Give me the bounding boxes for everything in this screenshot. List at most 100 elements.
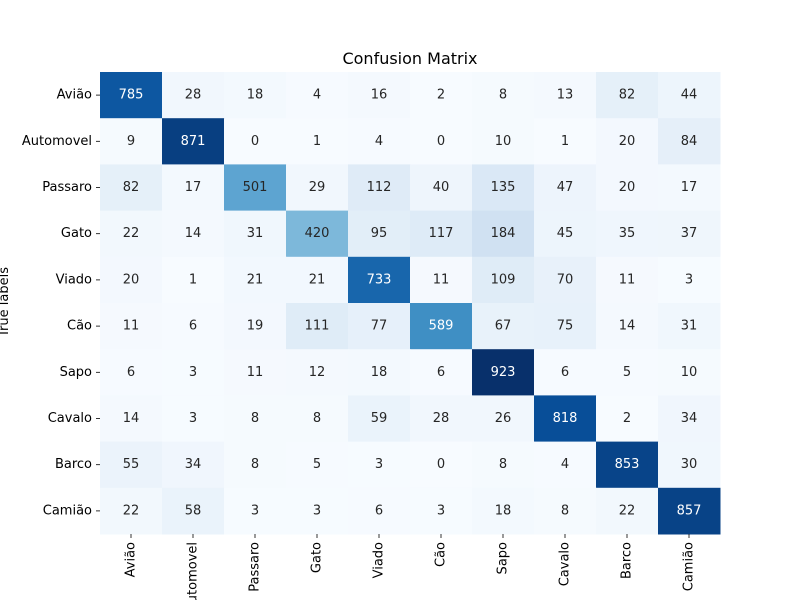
cell-value-label: 109 [491, 272, 516, 287]
heatmap-cell [100, 164, 163, 212]
heatmap-cell [162, 441, 225, 489]
cell-value-label: 117 [429, 226, 454, 241]
heatmap-cell [286, 164, 349, 212]
heatmap-cell [534, 303, 597, 350]
heatmap-cell [162, 303, 225, 350]
cell-value-label: 3 [437, 503, 445, 518]
cell-value-label: 34 [681, 411, 698, 426]
cell-value-label: 31 [681, 319, 698, 334]
x-tick-label: Cavalo [558, 542, 573, 586]
x-tick-labels: Avião Automovel Passaro Gato Viado Cão Sapo Cav… [124, 534, 697, 600]
heatmap-cell [534, 72, 597, 119]
cell-value-label: 733 [367, 272, 392, 287]
cell-value-label: 10 [495, 134, 512, 149]
heatmap-cell [658, 72, 721, 119]
cell-value-label: 8 [313, 411, 321, 426]
cell-value-label: 29 [309, 180, 326, 195]
heatmap-cell [224, 303, 287, 350]
y-axis-label: True labels [0, 267, 12, 338]
y-tick-label: Sapo [60, 365, 92, 380]
cell-value-label: 135 [491, 180, 516, 195]
y-tick-labels: Avião Automovel Passaro Gato Viado Cão Sapo Cav… [22, 88, 100, 518]
cell-value-label: 17 [185, 180, 202, 195]
heatmap-cell [410, 210, 473, 258]
y-tick-label: Gato [61, 226, 92, 241]
cell-value-label: 70 [557, 272, 574, 287]
cell-value-label: 44 [681, 88, 698, 103]
cell-value-label: 6 [189, 319, 197, 334]
heatmap-cell [286, 210, 349, 258]
cell-value-label: 20 [619, 180, 636, 195]
cell-value-label: 95 [371, 226, 388, 241]
cell-value-label: 37 [681, 226, 698, 241]
heatmap-cell [410, 487, 473, 535]
cell-value-label: 871 [181, 134, 206, 149]
cell-value-label: 420 [305, 226, 330, 241]
heatmap-cell [472, 256, 535, 304]
x-tick-label: Cão [434, 542, 449, 567]
cell-value-label: 13 [557, 88, 574, 103]
cell-value-label: 8 [561, 503, 569, 518]
cell-value-label: 1 [561, 134, 569, 149]
x-tick-label: Sapo [496, 542, 511, 574]
heatmap-cell [224, 395, 287, 443]
heatmap-cell [224, 210, 287, 258]
cell-value-label: 18 [495, 503, 512, 518]
y-tick-label: Passaro [42, 180, 92, 195]
heatmap-cell [162, 72, 225, 119]
heatmap-cell [224, 118, 287, 165]
heatmap-cell [348, 164, 411, 212]
cell-value-label: 21 [309, 272, 326, 287]
y-tick-label: Cavalo [48, 411, 92, 426]
cell-value-label: 923 [491, 365, 516, 380]
cell-value-label: 22 [123, 503, 140, 518]
cell-value-label: 3 [189, 411, 197, 426]
heatmap-cell [100, 256, 163, 304]
heatmap-cell [658, 118, 721, 165]
cell-value-label: 3 [375, 457, 383, 472]
cell-value-label: 10 [681, 365, 698, 380]
cell-value-label: 55 [123, 457, 140, 472]
cell-value-label: 8 [499, 88, 507, 103]
cell-value-label: 26 [495, 411, 512, 426]
heatmap-cell [286, 256, 349, 304]
cell-value-label: 1 [313, 134, 321, 149]
heatmap-cell [658, 349, 721, 396]
cell-value-label: 31 [247, 226, 264, 241]
heatmap-cell [410, 349, 473, 396]
x-tick-label: Passaro [248, 542, 263, 592]
heatmap-cell [410, 256, 473, 304]
cell-value-label: 30 [681, 457, 698, 472]
heatmap-cell [224, 487, 287, 535]
x-tick-label: Gato [310, 542, 325, 573]
heatmap-cell [348, 210, 411, 258]
cell-value-label: 4 [313, 88, 321, 103]
cell-value-label: 19 [247, 319, 264, 334]
heatmap-cell [162, 210, 225, 258]
heatmap-cell [410, 118, 473, 165]
cell-value-label: 501 [243, 180, 268, 195]
heatmap-cell [658, 441, 721, 489]
heatmap-cell [224, 349, 287, 396]
cell-value-label: 589 [429, 319, 454, 334]
heatmap-cell [286, 72, 349, 119]
heatmap-cell [162, 164, 225, 212]
cell-value-label: 22 [619, 503, 636, 518]
heatmap-cell [410, 164, 473, 212]
heatmap-cell [596, 441, 659, 489]
heatmap-cell [596, 118, 659, 165]
cell-value-label: 18 [247, 88, 264, 103]
heatmap-cell [100, 349, 163, 396]
cell-value-label: 17 [681, 180, 698, 195]
cell-value-label: 8 [251, 411, 259, 426]
heatmap-cell [658, 395, 721, 443]
cell-value-label: 8 [499, 457, 507, 472]
heatmap-cell [100, 210, 163, 258]
cell-value-label: 11 [619, 272, 636, 287]
cell-value-label: 47 [557, 180, 574, 195]
heatmap-cell [658, 256, 721, 304]
cell-value-label: 28 [433, 411, 450, 426]
x-tick-label: Viado [372, 542, 387, 578]
cell-value-label: 75 [557, 319, 574, 334]
cell-value-label: 20 [123, 272, 140, 287]
